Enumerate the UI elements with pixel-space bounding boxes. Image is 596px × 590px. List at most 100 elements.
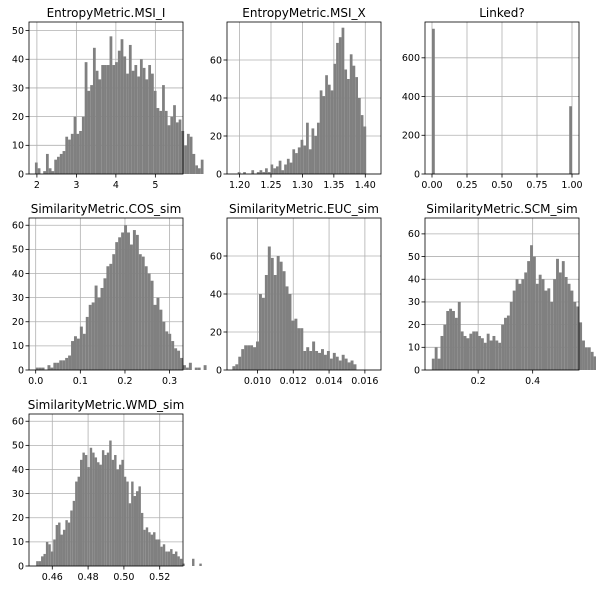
histogram-bar — [121, 459, 124, 566]
histogram-bar — [148, 532, 151, 566]
histogram-bar — [144, 266, 148, 370]
y-tick-label: 60 — [210, 251, 222, 262]
histogram-bar — [177, 556, 180, 566]
histogram-bar — [153, 90, 157, 174]
histogram-bar — [67, 522, 71, 566]
histogram-bar — [115, 242, 119, 370]
histogram-bar — [136, 491, 139, 566]
y-tick-label: 0 — [18, 561, 24, 572]
histogram-bar — [139, 59, 143, 174]
x-tick-label: 0.52 — [149, 572, 170, 583]
histogram-bar — [38, 367, 42, 370]
histogram-bar — [558, 272, 562, 370]
histogram-bar — [197, 367, 201, 370]
histogram-bar — [434, 347, 438, 370]
histogram-bar — [89, 447, 93, 566]
histogram-bar — [355, 77, 358, 174]
histogram-bar — [282, 271, 286, 370]
histogram-bar — [285, 286, 289, 370]
histogram-bar — [59, 360, 63, 370]
histogram-bar — [512, 290, 516, 370]
histogram-bar — [472, 331, 476, 370]
histogram-bar — [84, 62, 88, 175]
x-tick-label: 0.00 — [421, 180, 442, 191]
histogram-bar — [112, 254, 116, 370]
histogram-bar — [199, 563, 202, 566]
histogram-bar — [79, 459, 83, 566]
histogram-bar — [338, 37, 342, 175]
histogram-bar — [72, 500, 76, 566]
histogram-bar — [175, 122, 179, 174]
x-tick-label: 0.46 — [42, 572, 63, 583]
histogram-bar — [60, 534, 63, 566]
histogram-bar — [138, 254, 142, 370]
histogram-bar — [180, 357, 183, 370]
histogram-bar — [363, 126, 367, 174]
histogram-bar — [335, 356, 339, 370]
x-tick-label: 2 — [34, 180, 40, 191]
histogram-bar — [115, 62, 118, 175]
histogram-bar — [148, 65, 152, 174]
y-tick-label: 30 — [408, 297, 420, 308]
histogram-bar — [192, 153, 196, 174]
histogram-bar — [243, 172, 246, 174]
histogram-bar — [68, 355, 72, 370]
y-tick-label: 30 — [12, 83, 24, 94]
histogram-bar — [76, 133, 80, 174]
histogram-bar — [104, 455, 107, 566]
x-tick-label: 4 — [113, 180, 119, 191]
x-tick-label: 0.50 — [113, 572, 134, 583]
histogram-bar — [495, 340, 499, 370]
y-tick-label: 60 — [12, 417, 24, 428]
histogram-bar — [145, 79, 149, 174]
histogram-bar — [349, 54, 353, 174]
y-tick-label: 40 — [12, 465, 24, 476]
chart-title: SimilarityMetric.COS_sim — [31, 202, 182, 216]
histogram-bar — [126, 481, 129, 566]
histogram-bar — [492, 335, 496, 370]
histogram-bar — [440, 335, 444, 370]
histogram-bar — [37, 168, 41, 174]
histogram-bar — [347, 79, 350, 174]
histogram-bar — [308, 149, 312, 174]
x-tick-label: 0.012 — [280, 376, 307, 387]
histogram-bar — [297, 328, 301, 370]
histogram-bar — [569, 106, 572, 174]
histogram-bar — [270, 257, 274, 370]
histogram-bar — [58, 522, 61, 566]
histogram-panel: 1.20 1.25 1.30 1.35 1.40 0 20 40 60 EntropyMetric… — [210, 6, 382, 191]
histogram-bar — [81, 116, 85, 174]
y-tick-label: 600 — [402, 53, 420, 64]
histogram-bar — [98, 79, 102, 174]
histogram-bar — [303, 145, 307, 174]
histogram-bar — [50, 367, 54, 370]
histogram-bar — [124, 225, 128, 370]
histogram-bar — [94, 457, 98, 566]
chart-title: SimilarityMetric.SCM_sim — [426, 202, 577, 216]
histogram-bar — [527, 261, 531, 370]
histogram-bar — [62, 529, 66, 566]
histogram-bar — [446, 311, 450, 370]
histogram-bar — [311, 128, 315, 174]
histogram-bar — [319, 90, 323, 174]
histogram-bar — [129, 244, 133, 370]
histogram-bar — [134, 65, 138, 174]
histogram-bar — [556, 258, 559, 370]
x-tick-label: 0.25 — [456, 180, 477, 191]
histogram-bar — [284, 164, 287, 174]
histogram-bar — [45, 153, 49, 174]
histogram-bar — [521, 279, 525, 370]
histogram-bar — [330, 90, 334, 174]
histogram-bar — [57, 156, 60, 174]
histogram-bar — [300, 328, 304, 370]
y-tick-label: 40 — [210, 289, 222, 300]
histogram-bar — [325, 75, 328, 174]
axes-frame — [28, 217, 184, 371]
x-tick-label: 0.3 — [162, 376, 177, 387]
histogram-bar — [247, 345, 251, 370]
histogram-bar — [82, 452, 85, 566]
histogram-bar — [504, 317, 507, 370]
histogram-bar — [70, 510, 73, 566]
histogram-bar — [318, 352, 322, 370]
histogram-bar — [145, 527, 149, 566]
